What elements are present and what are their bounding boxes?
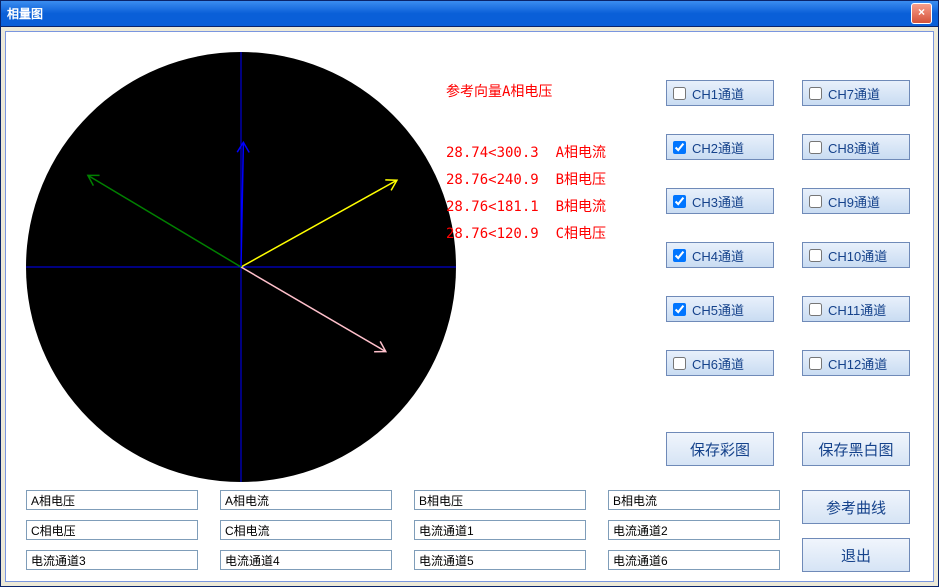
reading-row: 28.76<120.9 C相电压 [446, 224, 606, 245]
phasor-diagram [26, 52, 456, 482]
channel-name-input[interactable] [220, 520, 392, 540]
channel-checkbox[interactable] [809, 141, 822, 154]
channel-label: CH9通道 [828, 192, 880, 211]
exit-button[interactable]: 退出 [802, 538, 910, 572]
channel-label: CH3通道 [692, 192, 744, 211]
channel-toggle[interactable]: CH12通道 [802, 350, 910, 376]
channel-name-input[interactable] [414, 520, 586, 540]
channel-toggle[interactable]: CH1通道 [666, 80, 774, 106]
reference-label: 参考向量A相电压 [446, 82, 606, 103]
channel-checkbox[interactable] [673, 303, 686, 316]
channel-label: CH11通道 [828, 300, 886, 319]
reading-row: 28.76<181.1 B相电流 [446, 197, 606, 218]
bottom-inputs [26, 490, 786, 580]
window-title: 相量图 [7, 5, 43, 22]
channel-panel: CH1通道 CH7通道 CH2通道 CH8通道 CH3通道 CH9通道 CH4通道 CH10通… [666, 80, 916, 404]
channel-toggle[interactable]: CH7通道 [802, 80, 910, 106]
channel-label: CH5通道 [692, 300, 744, 319]
channel-label: CH1通道 [692, 84, 744, 103]
readings-panel: 参考向量A相电压 28.74<300.3 A相电流 28.76<240.9 B相电… [446, 82, 606, 251]
channel-toggle[interactable]: CH4通道 [666, 242, 774, 268]
channel-name-input[interactable] [608, 490, 780, 510]
channel-toggle[interactable]: CH3通道 [666, 188, 774, 214]
channel-name-input[interactable] [608, 550, 780, 570]
close-icon[interactable]: × [911, 3, 932, 24]
save-row: 保存彩图 保存黑白图 [666, 432, 910, 466]
save-bw-button[interactable]: 保存黑白图 [802, 432, 910, 466]
content-area: 参考向量A相电压 28.74<300.3 A相电流 28.76<240.9 B相电… [5, 31, 934, 582]
channel-label: CH2通道 [692, 138, 744, 157]
channel-name-input[interactable] [220, 490, 392, 510]
channel-toggle[interactable]: CH5通道 [666, 296, 774, 322]
channel-checkbox[interactable] [673, 87, 686, 100]
channel-checkbox[interactable] [809, 195, 822, 208]
channel-checkbox[interactable] [673, 249, 686, 262]
phasor-svg [26, 52, 456, 482]
channel-label: CH8通道 [828, 138, 880, 157]
channel-name-input[interactable] [414, 490, 586, 510]
channel-label: CH7通道 [828, 84, 880, 103]
channel-toggle[interactable]: CH10通道 [802, 242, 910, 268]
channel-checkbox[interactable] [809, 357, 822, 370]
channel-name-input[interactable] [608, 520, 780, 540]
reading-row: 28.76<240.9 B相电压 [446, 170, 606, 191]
channel-label: CH6通道 [692, 354, 744, 373]
channel-toggle[interactable]: CH2通道 [666, 134, 774, 160]
channel-toggle[interactable]: CH6通道 [666, 350, 774, 376]
channel-checkbox[interactable] [809, 87, 822, 100]
channel-checkbox[interactable] [673, 357, 686, 370]
channel-checkbox[interactable] [809, 303, 822, 316]
channel-checkbox[interactable] [809, 249, 822, 262]
channel-label: CH10通道 [828, 246, 887, 265]
channel-name-input[interactable] [26, 520, 198, 540]
right-buttons: 参考曲线 退出 [802, 490, 910, 572]
titlebar: 相量图 × [1, 1, 938, 27]
channel-name-input[interactable] [220, 550, 392, 570]
channel-name-input[interactable] [414, 550, 586, 570]
channel-name-input[interactable] [26, 490, 198, 510]
channel-toggle[interactable]: CH8通道 [802, 134, 910, 160]
channel-toggle[interactable]: CH9通道 [802, 188, 910, 214]
channel-checkbox[interactable] [673, 195, 686, 208]
phasor-window: 相量图 × 参考向量A相电压 28.74<300.3 A相电流 28.76<240… [0, 0, 939, 587]
channel-checkbox[interactable] [673, 141, 686, 154]
channel-label: CH4通道 [692, 246, 744, 265]
ref-curve-button[interactable]: 参考曲线 [802, 490, 910, 524]
channel-toggle[interactable]: CH11通道 [802, 296, 910, 322]
channel-name-input[interactable] [26, 550, 198, 570]
reading-row: 28.74<300.3 A相电流 [446, 143, 606, 164]
channel-label: CH12通道 [828, 354, 887, 373]
save-color-button[interactable]: 保存彩图 [666, 432, 774, 466]
